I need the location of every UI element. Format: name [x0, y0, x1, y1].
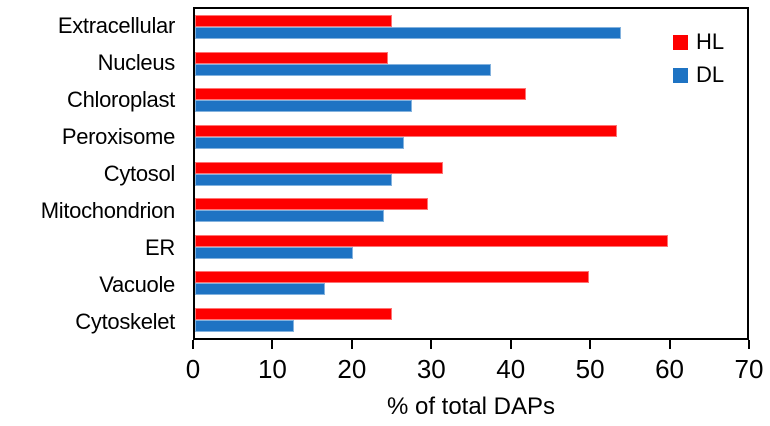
bar-row — [195, 119, 747, 156]
x-axis-tick-mark — [509, 340, 512, 349]
bar-row — [195, 155, 747, 192]
bar-hl — [195, 15, 393, 28]
bar-dl — [195, 27, 621, 40]
bar-row — [195, 9, 747, 46]
bar-row — [195, 46, 747, 83]
x-axis-tick-label: 20 — [337, 354, 367, 384]
legend-entry-dl: DL — [673, 62, 725, 87]
plot-area: HL DL — [193, 7, 749, 340]
category-label: Extracellular — [57, 12, 175, 38]
legend: HL DL — [673, 29, 725, 87]
bar-hl — [195, 88, 527, 101]
x-axis-tick-label: 60 — [655, 354, 685, 384]
bar-dl — [195, 63, 491, 76]
bar-dl — [195, 319, 294, 332]
x-axis-tick-label: 10 — [257, 354, 287, 384]
x-axis-tick-mark — [350, 340, 353, 349]
x-axis-tick-label: 50 — [575, 354, 605, 384]
bar-row — [195, 192, 747, 229]
bar-dl — [195, 136, 404, 149]
x-axis-tick-label: 0 — [185, 354, 201, 384]
bar-hl — [195, 51, 389, 64]
y-axis-category-labels: Extracellular Nucleus Chloroplast Peroxisom… — [0, 7, 184, 340]
bar-dl — [195, 100, 412, 113]
x-axis-tick-mark — [271, 340, 274, 349]
x-axis-tick-mark — [748, 340, 750, 349]
bar-dl — [195, 210, 385, 223]
category-label: Nucleus — [97, 49, 176, 75]
category-label: Vacuole — [99, 271, 175, 297]
category-label: ER — [145, 234, 175, 260]
bar-row — [195, 265, 747, 302]
bar-hl — [195, 234, 669, 247]
legend-label-dl: DL — [696, 62, 725, 87]
category-label: Cytosol — [103, 160, 176, 186]
bar-dl — [195, 173, 393, 186]
x-axis-tick-mark — [589, 340, 592, 349]
x-axis-title: % of total DAPs — [386, 393, 556, 420]
x-axis-tick-label: 70 — [734, 354, 764, 384]
bar-dl — [195, 283, 326, 296]
bar-row — [195, 82, 747, 119]
category-label: Peroxisome — [61, 123, 175, 149]
category-label: Mitochondrion — [40, 197, 176, 223]
bar-row — [195, 228, 747, 265]
bar-dl — [195, 246, 353, 259]
x-axis-tick-mark — [668, 340, 671, 349]
bar-hl — [195, 161, 444, 174]
category-label: Chloroplast — [67, 86, 175, 112]
bar-hl — [195, 307, 393, 320]
legend-swatch-dl — [673, 67, 688, 83]
x-axis-tick-mark — [192, 340, 194, 349]
x-axis-tick-label: 40 — [496, 354, 526, 384]
legend-entry-hl: HL — [673, 29, 725, 54]
legend-label-hl: HL — [696, 29, 725, 54]
bars-container — [195, 9, 747, 338]
legend-swatch-hl — [673, 34, 688, 50]
x-axis-tick-mark — [430, 340, 433, 349]
bar-hl — [195, 198, 428, 211]
bar-hl — [195, 124, 617, 137]
category-label: Cytoskelet — [75, 308, 175, 334]
bar-row — [195, 302, 747, 339]
x-axis-tick-label: 30 — [416, 354, 446, 384]
bar-hl — [195, 271, 590, 284]
